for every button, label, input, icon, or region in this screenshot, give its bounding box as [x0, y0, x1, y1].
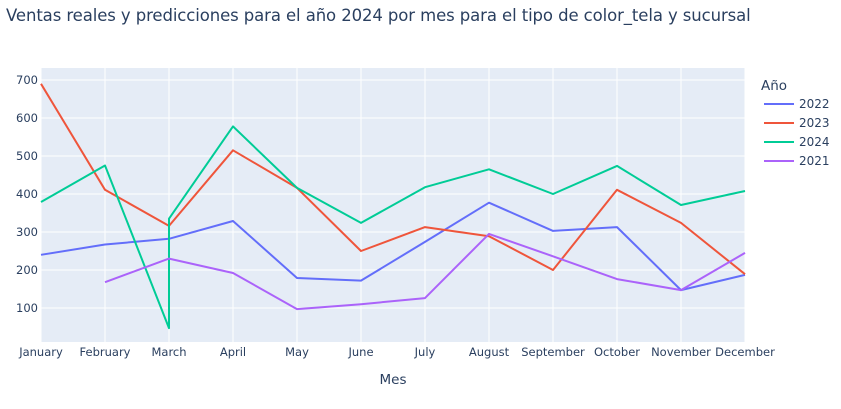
legend-item-2021[interactable]: 2021: [764, 154, 830, 168]
x-tick-label: October: [594, 345, 640, 359]
x-tick-label: September: [521, 345, 585, 359]
x-tick-label: July: [414, 345, 436, 359]
x-tick-label: April: [220, 345, 246, 359]
x-tick-label: June: [347, 345, 373, 359]
legend-label: 2024: [799, 135, 830, 149]
series-line-2023[interactable]: [40, 83, 746, 275]
x-axis-title: Mes: [380, 372, 407, 388]
legend-label: 2021: [799, 154, 830, 168]
legend-label: 2022: [799, 97, 830, 111]
y-axis-ticks: 100 200 300 400 500 600 700: [16, 73, 38, 315]
legend-item-2022[interactable]: 2022: [764, 97, 830, 111]
x-tick-label: March: [151, 345, 186, 359]
legend-item-2023[interactable]: 2023: [764, 116, 830, 130]
y-tick-label: 300: [16, 225, 38, 239]
chart-title: Ventas reales y predicciones para el año…: [6, 6, 751, 25]
y-tick-label: 200: [16, 263, 38, 277]
legend: Año 2022 2023 2024 2021: [761, 78, 830, 168]
y-tick-label: 400: [16, 187, 38, 201]
series-line-2024[interactable]: [40, 125, 746, 330]
x-axis-ticks: January February March April May June July Augu…: [18, 345, 775, 359]
gridlines: [40, 68, 746, 342]
x-tick-label: May: [285, 345, 309, 359]
y-tick-label: 700: [16, 73, 38, 87]
legend-title: Año: [761, 78, 787, 94]
x-tick-label: November: [651, 345, 711, 359]
y-tick-label: 500: [16, 149, 38, 163]
y-tick-label: 600: [16, 111, 38, 125]
legend-item-2024[interactable]: 2024: [764, 135, 830, 149]
legend-label: 2023: [799, 116, 830, 130]
y-tick-label: 100: [16, 301, 38, 315]
x-tick-label: August: [469, 345, 510, 359]
series-lines: [40, 83, 746, 330]
series-line-2021[interactable]: [104, 232, 746, 311]
x-tick-label: February: [80, 345, 131, 359]
x-tick-label: January: [18, 345, 63, 359]
x-tick-label: December: [715, 345, 775, 359]
series-line-2022[interactable]: [40, 201, 746, 292]
